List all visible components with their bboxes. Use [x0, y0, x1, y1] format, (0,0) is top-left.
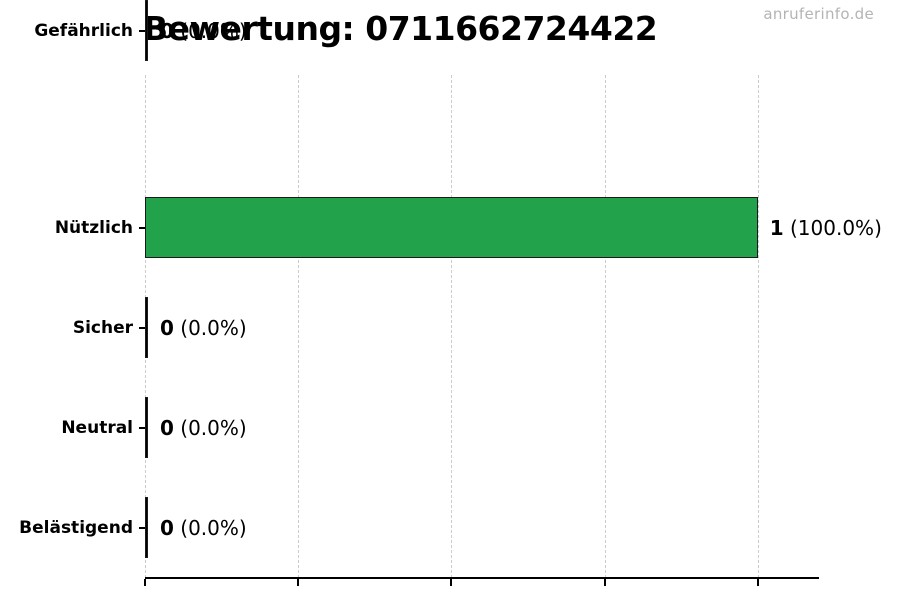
x-axis-tick — [450, 579, 453, 586]
value-label: 1 (100.0%) — [770, 216, 882, 240]
value-label: 0 (0.0%) — [160, 416, 247, 440]
value-percent: (0.0%) — [180, 18, 247, 43]
x-axis-tick — [603, 579, 606, 586]
x-axis-tick — [297, 579, 300, 586]
value-percent: (0.0%) — [180, 415, 247, 440]
x-axis-tick — [144, 579, 146, 586]
bar-row: Neutral 0 (0.0%) — [0, 397, 900, 458]
category-label: Belästigend — [19, 517, 133, 538]
value-count: 0 — [160, 18, 174, 43]
category-label: Sicher — [72, 317, 133, 338]
watermark: anruferinfo.de — [763, 5, 874, 23]
x-axis-tick — [756, 579, 759, 586]
y-axis-tick — [139, 29, 145, 32]
value-count: 0 — [160, 515, 174, 540]
value-count: 0 — [160, 415, 174, 440]
value-count: 0 — [160, 315, 174, 340]
gridline — [298, 75, 300, 578]
value-percent: (100.0%) — [790, 215, 882, 240]
gridline — [451, 75, 453, 578]
value-percent: (0.0%) — [180, 515, 247, 540]
gridline — [757, 75, 759, 578]
bar-row: Sicher 0 (0.0%) — [0, 297, 900, 358]
value-percent: (0.0%) — [180, 315, 247, 340]
x-axis-line — [145, 577, 819, 579]
category-label: Nützlich — [54, 217, 133, 238]
bar-neutral — [145, 397, 148, 458]
value-label: 0 (0.0%) — [160, 316, 247, 340]
gridline — [604, 75, 606, 578]
y-axis-tick — [139, 426, 145, 429]
chart-title: Bewertung: 0711662724422 — [143, 9, 658, 48]
bar-row: Gefährlich 0 (0.0%) — [0, 0, 900, 61]
bar-row: Nützlich 1 (100.0%) — [0, 197, 900, 258]
y-axis-tick — [139, 526, 145, 529]
category-label: Neutral — [61, 417, 133, 438]
value-count: 1 — [769, 215, 784, 240]
value-label: 0 (0.0%) — [160, 19, 247, 43]
bar-nuetzlich — [145, 197, 758, 258]
y-axis-tick — [139, 326, 145, 329]
bar-sicher — [145, 297, 148, 358]
bar-gefaehrlich — [145, 0, 148, 61]
value-label: 0 (0.0%) — [160, 516, 247, 540]
bar-belaestigend — [145, 497, 148, 558]
y-axis-tick — [139, 226, 145, 229]
bar-row: Belästigend 0 (0.0%) — [0, 497, 900, 558]
category-label: Gefährlich — [34, 20, 133, 41]
